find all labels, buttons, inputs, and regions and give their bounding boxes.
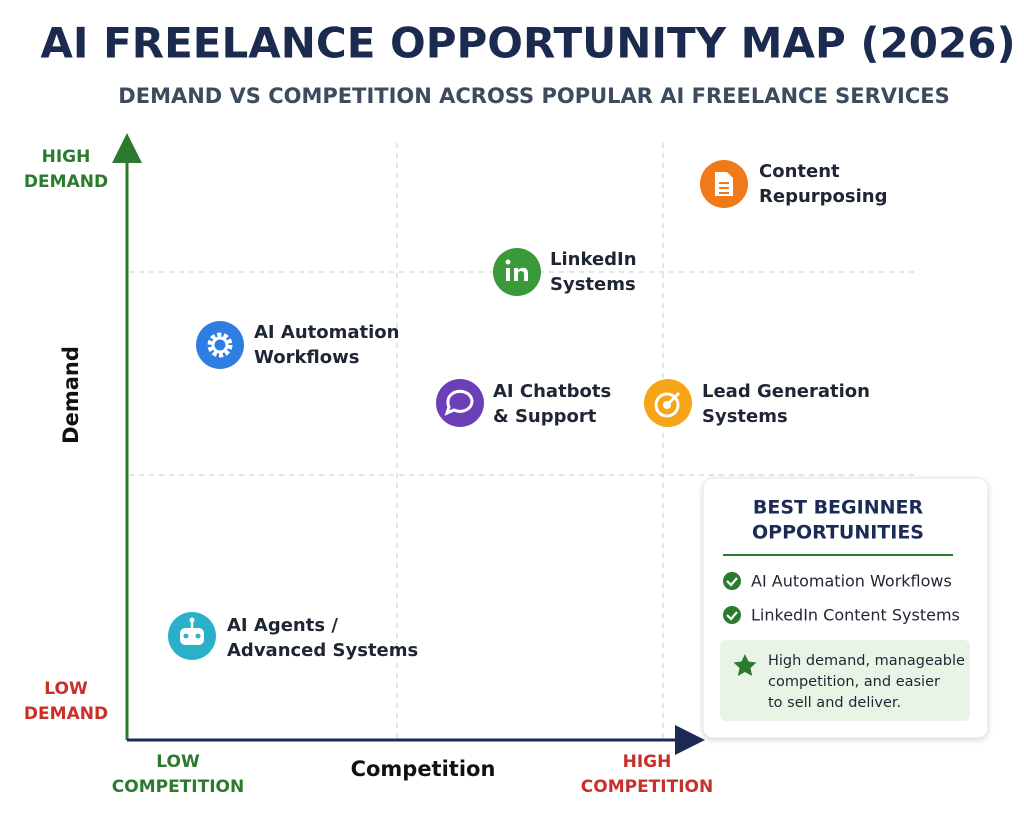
icon-part xyxy=(665,391,681,407)
y-low-label: DEMAND xyxy=(24,704,108,724)
note-text: competition, and easier xyxy=(768,674,940,690)
x-high-label: HIGH xyxy=(623,752,672,772)
service-label: LinkedIn xyxy=(550,249,637,270)
service-label: AI Agents / xyxy=(227,615,338,636)
callout-item: AI Automation Workflows xyxy=(751,572,952,591)
x-axis-title: Competition xyxy=(351,757,496,781)
icon-part xyxy=(195,633,201,639)
service-label: AI Automation xyxy=(254,322,399,343)
icon-part xyxy=(196,321,244,369)
service-icon xyxy=(700,160,748,208)
service-label: Systems xyxy=(702,406,788,427)
service-icon xyxy=(196,321,244,369)
y-axis-title: Demand xyxy=(59,346,83,444)
icon-part xyxy=(726,611,738,621)
y-high-label: DEMAND xyxy=(24,172,108,192)
icon-part xyxy=(505,259,511,265)
service-icon xyxy=(493,248,541,296)
check-icon xyxy=(723,572,741,590)
check-icon xyxy=(723,606,741,624)
star-icon xyxy=(733,654,757,676)
icon-part xyxy=(180,628,204,645)
icon-part xyxy=(654,392,680,418)
icon-part xyxy=(723,606,741,624)
y-high-label: HIGH xyxy=(42,147,91,167)
x-low-label: COMPETITION xyxy=(112,777,244,797)
service-icon xyxy=(644,379,692,427)
service-label: Lead Generation xyxy=(702,381,870,402)
title: AI FREELANCE OPPORTUNITY MAP (2026) xyxy=(40,19,1015,68)
service-label: Workflows xyxy=(254,347,359,368)
service-label: AI Chatbots xyxy=(493,381,611,402)
callout-title: BEST BEGINNER xyxy=(753,497,924,519)
icon-part xyxy=(506,268,510,281)
service-label: Systems xyxy=(550,274,636,295)
icon-part xyxy=(726,577,738,587)
note-text: to sell and deliver. xyxy=(768,695,901,711)
x-high-label: COMPETITION xyxy=(581,777,713,797)
callout-title: OPPORTUNITIES xyxy=(752,522,924,544)
subtitle: DEMAND VS COMPETITION ACROSS POPULAR AI … xyxy=(118,84,949,108)
service-label: Content xyxy=(759,161,840,182)
icon-part xyxy=(183,633,189,639)
icon-part xyxy=(723,572,741,590)
service-icon xyxy=(168,612,216,660)
note-box xyxy=(720,640,970,721)
service-icon xyxy=(436,379,484,427)
callout-item: LinkedIn Content Systems xyxy=(751,606,960,625)
service-label: Repurposing xyxy=(759,186,887,207)
icon-part xyxy=(189,617,195,623)
service-label: & Support xyxy=(493,406,597,427)
icon-part xyxy=(211,336,229,354)
service-label: Advanced Systems xyxy=(227,640,418,661)
x-low-label: LOW xyxy=(156,752,200,772)
note-text: High demand, manageable xyxy=(768,653,965,669)
y-low-label: LOW xyxy=(44,679,88,699)
icon-part xyxy=(514,267,528,281)
icon-part xyxy=(207,332,233,358)
icon-part xyxy=(436,379,484,427)
icon-part xyxy=(444,389,474,416)
